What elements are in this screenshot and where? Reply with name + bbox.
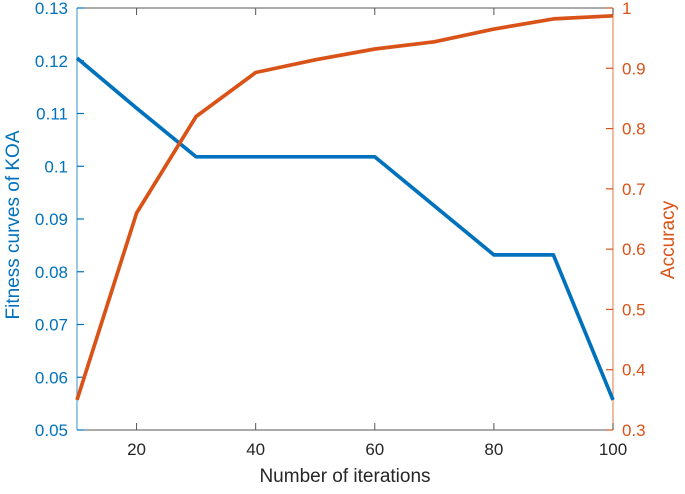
left-y-tick-label: 0.1	[44, 157, 68, 176]
left-y-tick-label: 0.07	[35, 316, 68, 335]
left-y-tick-label: 0.12	[35, 52, 68, 71]
left-y-tick-label: 0.08	[35, 263, 68, 282]
x-tick-label: 60	[365, 440, 384, 459]
right-y-tick-label: 0.4	[622, 361, 646, 380]
accuracy-curve-line	[75, 13, 614, 401]
right-y-tick-label: 0.5	[622, 300, 646, 319]
left-y-tick-label: 0.13	[35, 0, 68, 18]
right-y-tick-label: 0.8	[622, 120, 646, 139]
left-y-tick-label: 0.06	[35, 368, 68, 387]
right-y-tick-label: 1	[622, 0, 631, 18]
right-y-tick-label: 0.7	[622, 180, 646, 199]
right-y-tick-label: 0.9	[622, 59, 646, 78]
x-tick-label: 40	[246, 440, 265, 459]
x-tick-label: 20	[127, 440, 146, 459]
left-y-tick-label: 0.11	[36, 105, 68, 124]
right-y-tick-label: 0.3	[622, 421, 646, 440]
left-y-tick-label: 0.05	[35, 421, 68, 440]
left-y-tick-label: 0.09	[35, 210, 68, 229]
x-tick-label: 100	[599, 440, 627, 459]
fitness-curve-line	[75, 56, 615, 401]
right-y-tick-label: 0.6	[622, 240, 646, 259]
x-tick-label: 80	[484, 440, 503, 459]
